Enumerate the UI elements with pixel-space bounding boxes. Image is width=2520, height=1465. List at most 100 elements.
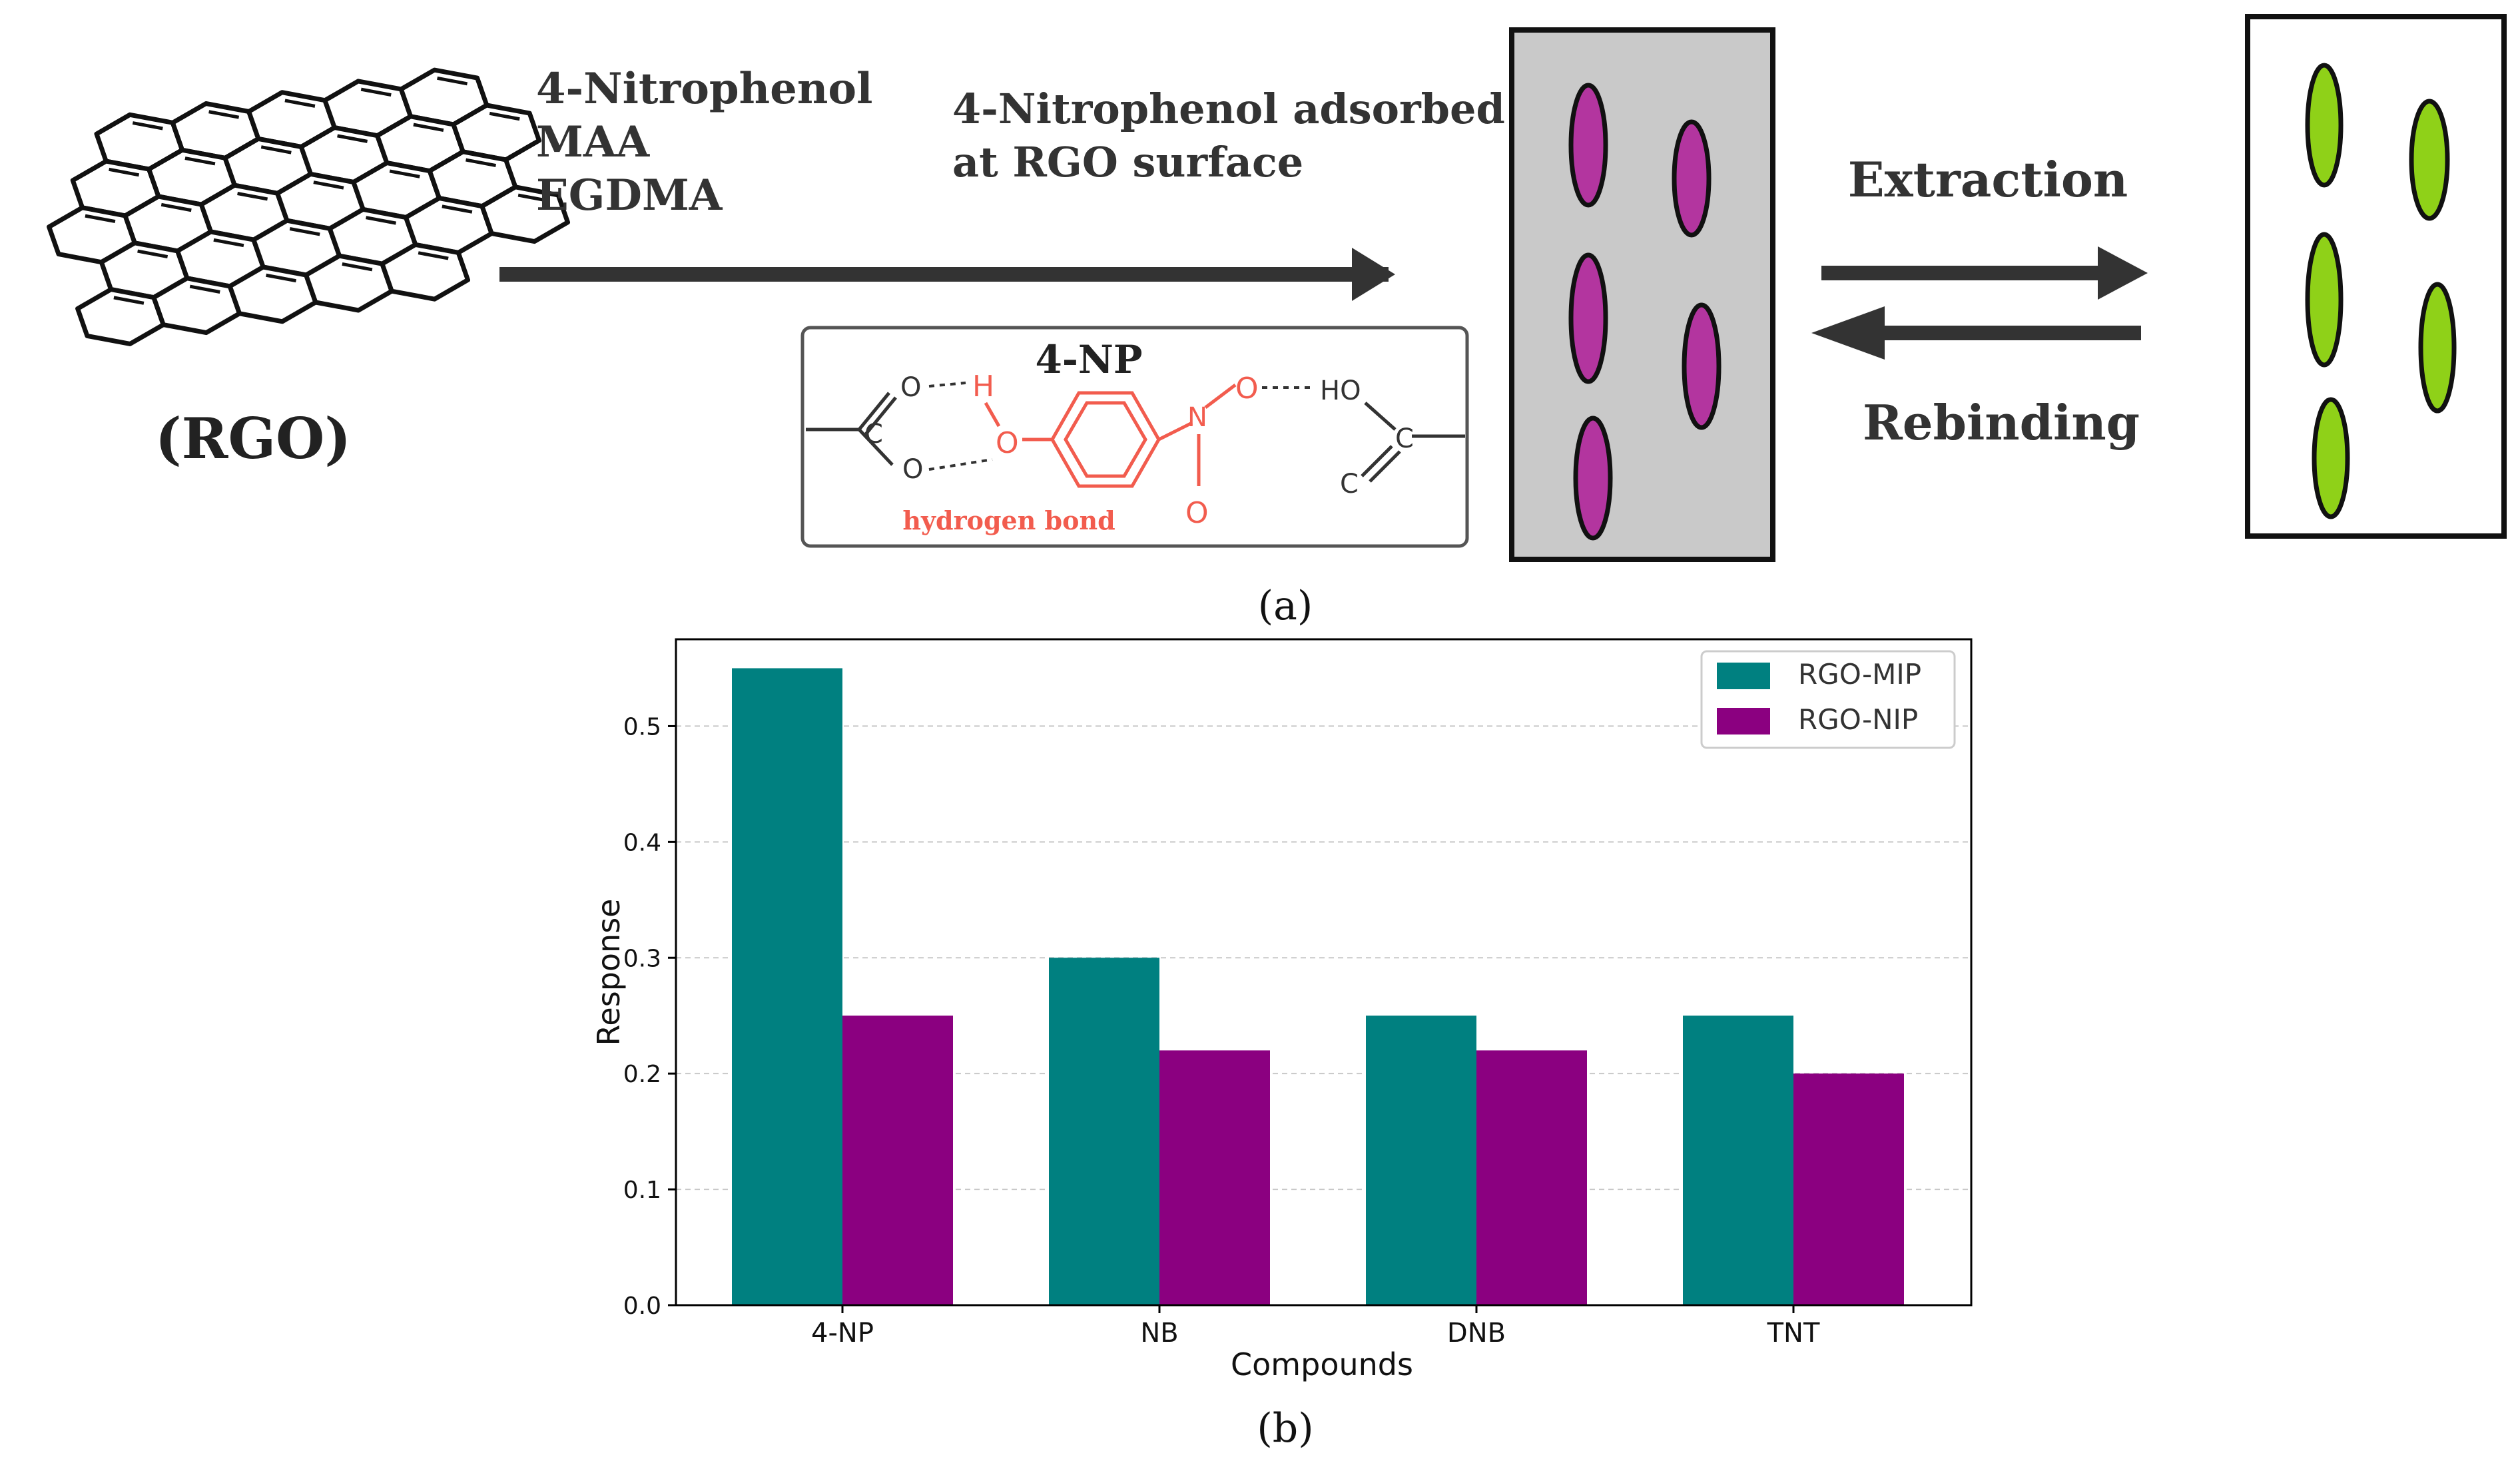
reagent-maa: MAA — [536, 117, 651, 167]
lattice-double-bond — [517, 193, 549, 202]
lattice-double-bond — [237, 192, 268, 201]
caption-b: (b) — [1257, 1405, 1313, 1452]
phenol-o-atom: O — [996, 426, 1019, 460]
left-carboxyl — [806, 392, 897, 466]
lattice-double-bond — [260, 145, 292, 154]
nitro-n-atom: N — [1187, 402, 1207, 433]
lattice-double-bond — [337, 134, 368, 143]
lattice-double-bond — [189, 284, 220, 294]
rebinding-label: Rebinding — [1863, 394, 2140, 451]
left-carbonyl-o: O — [900, 372, 921, 403]
cavity — [2409, 99, 2450, 221]
cavity — [2305, 232, 2344, 368]
reagent-4-nitrophenol: 4-Nitrophenol — [536, 64, 872, 114]
right-carbon-atom: C — [1395, 424, 1414, 454]
mip-panel-frame — [1509, 27, 1775, 562]
lattice-double-bond — [109, 167, 140, 177]
lattice-double-bond — [437, 76, 468, 86]
lattice-double-bond — [418, 251, 449, 260]
lattice-double-bond — [289, 227, 320, 236]
lattice-double-bond — [413, 123, 444, 133]
template-molecule — [1568, 252, 1608, 384]
lattice-double-bond — [366, 216, 397, 225]
left-carbon-atom: C — [864, 419, 883, 449]
lattice-double-bond — [466, 158, 497, 167]
legend-swatch-rgo-mip — [1717, 663, 1770, 689]
lattice-double-bond — [160, 202, 192, 212]
lattice-double-bond — [360, 87, 392, 97]
x-tick-label: DNB — [1447, 1318, 1506, 1348]
panel-b-chart: 0.0 0.1 0.2 0.3 0.4 0.5 4-NP NB DNB TNT Compound… — [591, 638, 1973, 1452]
bar-rgo-mip-4-np — [732, 668, 842, 1305]
panel-a-scheme: (RGO) 4-Nitrophenol MAA EGDMA 4-Nitrophe… — [47, 14, 2507, 629]
lattice-double-bond — [489, 111, 520, 121]
adsorbed-text-line-2: at RGO surface — [952, 138, 1303, 186]
lattice-double-bond — [389, 169, 420, 178]
bar-rgo-mip-tnt — [1683, 1016, 1793, 1305]
oh-bond — [984, 402, 1001, 428]
nitro-o-atom-2: O — [1185, 496, 1209, 530]
hydrogen-bond-label: hydrogen bond — [902, 505, 1115, 535]
y-tick-label: 0.4 — [623, 829, 661, 856]
lattice-double-bond — [266, 273, 297, 283]
inset-title: 4-NP — [1035, 337, 1142, 382]
x-tick-label: NB — [1140, 1318, 1178, 1348]
lattice-double-bond — [442, 204, 473, 214]
lattice-double-bond — [137, 249, 168, 258]
nitro-o-atom-1: O — [1235, 372, 1259, 406]
cavity — [2312, 397, 2350, 519]
template-molecule — [1568, 83, 1608, 208]
lattice-double-bond — [213, 238, 244, 248]
right-carboxyl — [1361, 402, 1465, 483]
reagent-egdma: EGDMA — [536, 170, 723, 220]
x-axis: 4-NP NB DNB TNT — [811, 1305, 1820, 1348]
bar-rgo-nip-4-np — [842, 1016, 953, 1305]
lattice-double-bond — [208, 110, 240, 119]
y-tick-label: 0.5 — [623, 713, 661, 740]
plot-frame — [675, 638, 1973, 1307]
synthesis-arrow-head — [1352, 248, 1395, 301]
lattice-double-bond — [85, 214, 116, 224]
right-carbonyl-o: C — [1340, 469, 1359, 499]
x-axis-label: Compounds — [1231, 1346, 1413, 1382]
lattice-double-bond — [184, 156, 216, 166]
mip-cavities-panel — [2245, 14, 2507, 539]
legend-label-rgo-mip: RGO-MIP — [1798, 658, 1921, 691]
rebinding-arrow-head — [1811, 306, 1885, 360]
legend-swatch-rgo-nip — [1717, 708, 1770, 734]
bar-rgo-nip-dnb — [1476, 1050, 1587, 1305]
adsorbed-text-line-1: 4-Nitrophenol adsorbed — [952, 85, 1505, 133]
template-molecule — [1573, 416, 1613, 541]
caption-a: (a) — [1258, 583, 1313, 629]
legend-label-rgo-nip: RGO-NIP — [1798, 703, 1918, 736]
template-molecule — [1672, 119, 1712, 238]
bar-rgo-mip-nb — [1049, 958, 1159, 1305]
bar-rgo-nip-tnt — [1793, 1073, 1904, 1305]
h-bond-dash-2 — [928, 458, 993, 471]
phenol-h-atom: H — [972, 370, 994, 404]
lattice-double-bond — [342, 262, 373, 272]
x-tick-label: TNT — [1767, 1318, 1820, 1348]
hydrogen-bond-inset: 4-NP C O O H O N — [800, 326, 1469, 548]
lattice-double-bond — [313, 180, 344, 190]
rgo-graphene-lattice — [47, 67, 570, 346]
n-o-bond-1 — [1204, 384, 1237, 409]
left-hydroxyl-o: O — [902, 454, 923, 485]
lattice-double-bond — [284, 99, 316, 108]
cavity — [2305, 63, 2344, 188]
bar-rgo-nip-nb — [1159, 1050, 1270, 1305]
extraction-arrow-head — [2098, 246, 2148, 300]
mip-with-template-panel — [1509, 27, 1775, 562]
cavity-panel-frame — [2245, 14, 2507, 539]
y-tick-label: 0.3 — [623, 945, 661, 972]
x-tick-label: 4-NP — [811, 1318, 874, 1348]
template-molecule — [1682, 302, 1722, 430]
y-axis: 0.0 0.1 0.2 0.3 0.4 0.5 — [623, 713, 676, 1320]
bar-rgo-mip-dnb — [1366, 1016, 1476, 1305]
lattice-double-bond — [113, 296, 145, 305]
y-tick-label: 0.1 — [623, 1177, 661, 1204]
y-axis-label: Response — [591, 899, 627, 1046]
lattice-double-bond — [132, 121, 163, 131]
y-tick-label: 0.0 — [623, 1293, 661, 1320]
